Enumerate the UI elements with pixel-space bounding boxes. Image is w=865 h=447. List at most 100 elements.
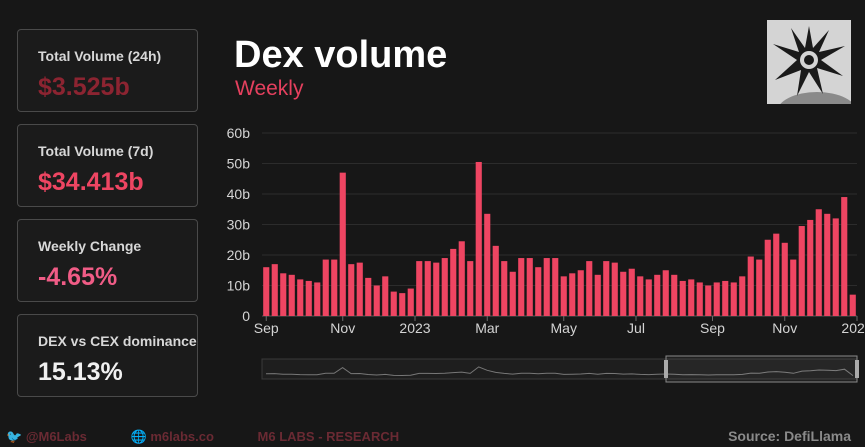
bar[interactable]: [824, 213, 831, 316]
bar[interactable]: [365, 277, 372, 317]
bar[interactable]: [552, 258, 559, 316]
bar[interactable]: [450, 248, 457, 316]
bar[interactable]: [475, 161, 482, 316]
bar[interactable]: [305, 280, 312, 316]
bar[interactable]: [654, 274, 661, 316]
bar[interactable]: [518, 258, 525, 316]
bars: [263, 161, 856, 317]
bar[interactable]: [535, 267, 542, 316]
bar[interactable]: [390, 291, 397, 316]
navigator-handle-left[interactable]: [664, 360, 668, 378]
bar[interactable]: [441, 258, 448, 316]
bar[interactable]: [713, 282, 720, 316]
bar[interactable]: [645, 279, 652, 316]
x-tick-label: Nov: [330, 320, 355, 336]
bar[interactable]: [705, 285, 712, 317]
stat-card-label: Total Volume (24h): [38, 48, 162, 64]
x-tick-label: Sep: [254, 320, 279, 336]
bar[interactable]: [416, 261, 423, 316]
navigator-sparkline: [265, 366, 854, 377]
bar[interactable]: [331, 259, 338, 316]
y-tick-label: 20b: [227, 247, 251, 263]
y-tick-label: 60b: [227, 125, 251, 141]
bar[interactable]: [790, 259, 797, 316]
bar[interactable]: [688, 279, 695, 316]
bar[interactable]: [671, 274, 678, 316]
bar[interactable]: [730, 282, 737, 316]
stat-card-value: $34.413b: [38, 168, 144, 196]
website-link[interactable]: 🌐 m6labs.co: [130, 429, 214, 444]
bar[interactable]: [798, 226, 805, 316]
bar[interactable]: [586, 261, 593, 316]
bar[interactable]: [841, 197, 848, 316]
stat-card-volume-24h: Total Volume (24h) $3.525b: [17, 29, 198, 112]
range-navigator[interactable]: [261, 355, 859, 383]
bar[interactable]: [501, 261, 508, 316]
bar[interactable]: [739, 276, 746, 316]
bar[interactable]: [807, 219, 814, 316]
bar[interactable]: [849, 294, 856, 316]
bar[interactable]: [271, 264, 278, 316]
bar[interactable]: [263, 267, 270, 316]
bar[interactable]: [509, 271, 516, 316]
bar[interactable]: [348, 264, 355, 316]
bar[interactable]: [696, 282, 703, 316]
bar[interactable]: [781, 242, 788, 316]
bar[interactable]: [756, 259, 763, 316]
bar[interactable]: [577, 270, 584, 316]
stat-card-value: 15.13%: [38, 358, 123, 386]
bar[interactable]: [297, 279, 304, 316]
bar[interactable]: [832, 218, 839, 316]
x-tick-label: May: [551, 320, 577, 336]
bar[interactable]: [637, 276, 644, 316]
brand-text: M6 LABS - RESEARCH: [257, 429, 400, 444]
bar[interactable]: [628, 268, 635, 316]
bar[interactable]: [424, 261, 431, 316]
bar[interactable]: [492, 245, 499, 316]
bar[interactable]: [484, 213, 491, 316]
bar[interactable]: [458, 241, 465, 316]
bar[interactable]: [322, 259, 329, 316]
bar[interactable]: [543, 258, 550, 316]
bar[interactable]: [662, 270, 669, 316]
bar[interactable]: [382, 276, 389, 316]
bar[interactable]: [467, 261, 474, 316]
bar[interactable]: [373, 285, 380, 317]
y-tick-label: 40b: [227, 186, 251, 202]
bar[interactable]: [594, 274, 601, 316]
stat-card-label: DEX vs CEX dominance: [38, 333, 197, 349]
bar[interactable]: [433, 262, 440, 317]
bar[interactable]: [407, 288, 414, 316]
bar[interactable]: [773, 233, 780, 316]
bar[interactable]: [620, 271, 627, 316]
bar[interactable]: [280, 273, 287, 316]
brand-logo-icon: [767, 20, 851, 104]
x-tick-label: 2024: [841, 320, 865, 336]
bar[interactable]: [288, 274, 295, 316]
bar[interactable]: [356, 262, 363, 317]
bar[interactable]: [603, 261, 610, 316]
stat-card-value: $3.525b: [38, 73, 130, 101]
bar[interactable]: [764, 239, 771, 316]
twitter-handle[interactable]: 🐦 @M6Labs: [6, 429, 87, 444]
bar[interactable]: [679, 280, 686, 316]
stat-card-label: Total Volume (7d): [38, 143, 154, 159]
bar[interactable]: [314, 282, 321, 316]
twitter-handle-text: @M6Labs: [25, 429, 87, 444]
stat-card-label: Weekly Change: [38, 238, 142, 254]
navigator-handle-right[interactable]: [855, 360, 859, 378]
bar[interactable]: [339, 172, 346, 316]
website-link-text: m6labs.co: [150, 429, 214, 444]
bar[interactable]: [722, 280, 729, 316]
navigator-selection[interactable]: [665, 355, 858, 383]
bar[interactable]: [815, 209, 822, 316]
bar[interactable]: [399, 293, 406, 317]
bar[interactable]: [526, 258, 533, 316]
bar[interactable]: [611, 262, 618, 317]
bar[interactable]: [747, 256, 754, 316]
bar[interactable]: [560, 276, 567, 316]
chart-title: Dex volume: [234, 34, 448, 76]
x-axis: Sep Nov 2023 Mar May Jul Sep Nov 2024: [254, 316, 865, 336]
bar[interactable]: [569, 273, 576, 316]
stat-card-weekly-change: Weekly Change -4.65%: [17, 219, 198, 302]
